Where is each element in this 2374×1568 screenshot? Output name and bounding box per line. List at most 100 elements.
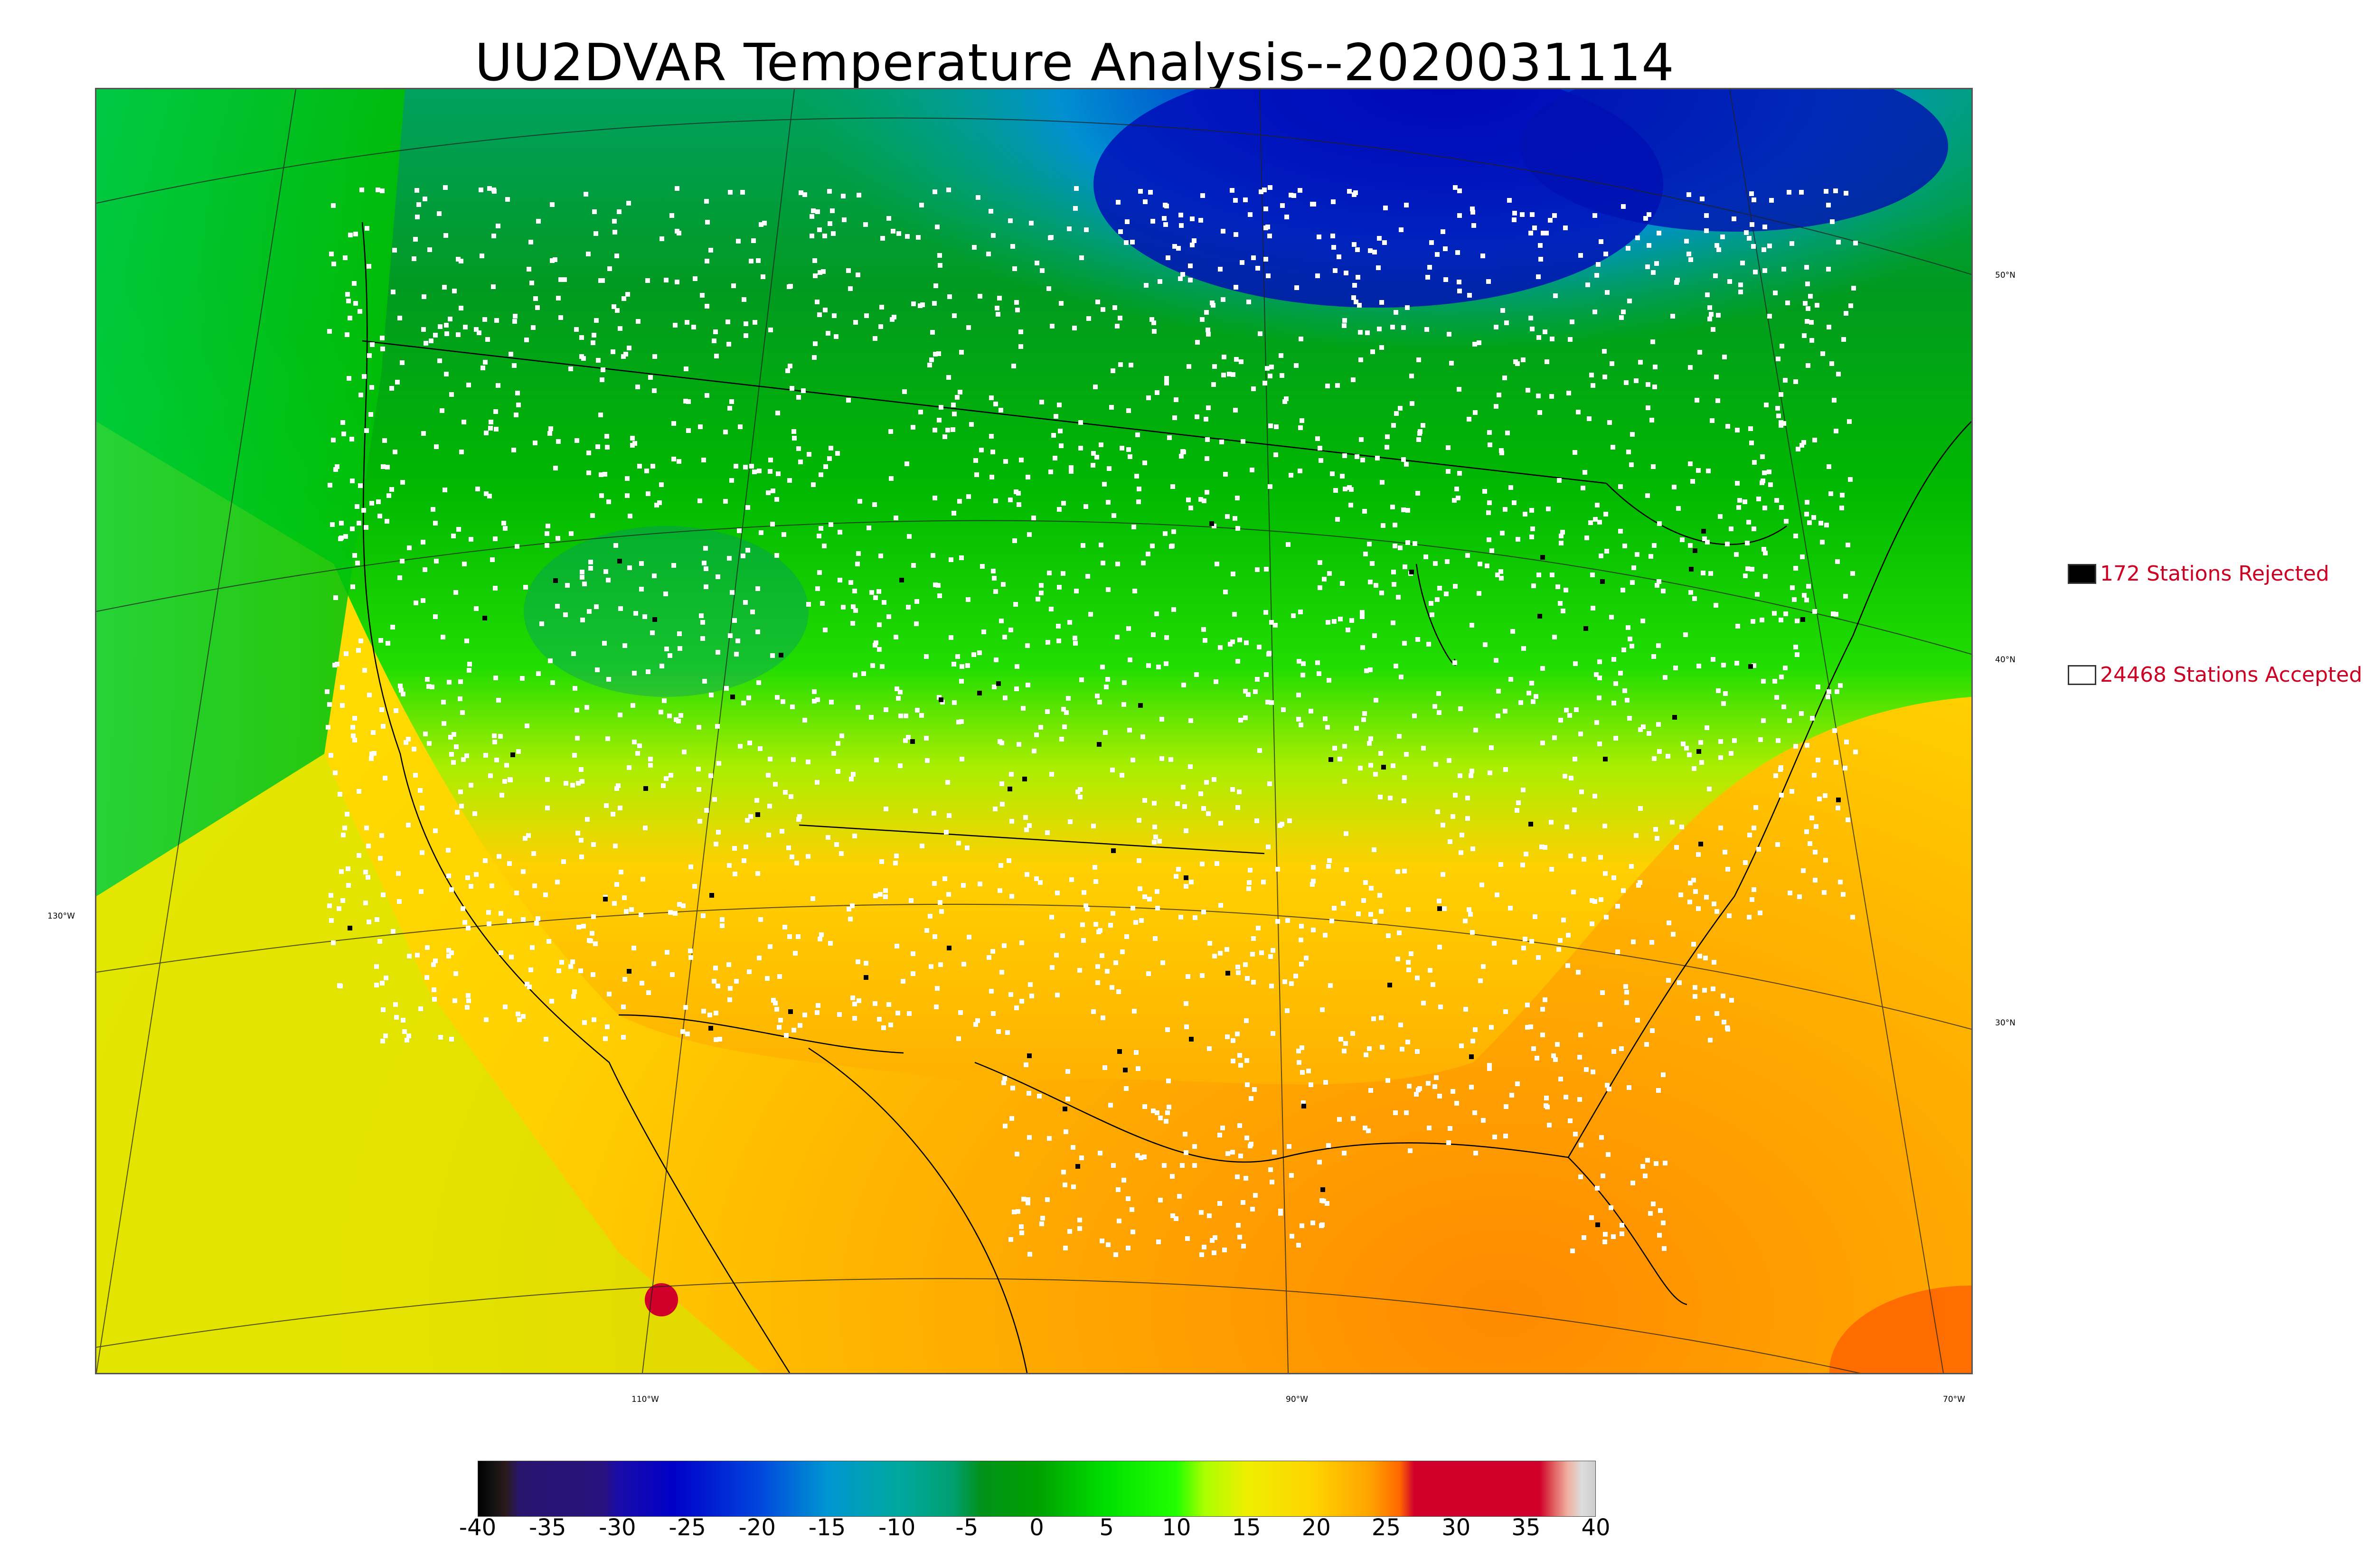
station-accepted-marker — [327, 903, 332, 908]
station-accepted-marker — [1649, 418, 1654, 423]
station-accepted-marker — [1561, 918, 1566, 922]
station-accepted-marker — [396, 871, 401, 876]
station-accepted-marker — [1368, 736, 1373, 741]
station-accepted-marker — [682, 750, 687, 754]
station-rejected-marker — [1696, 749, 1701, 754]
station-accepted-marker — [1761, 718, 1766, 723]
station-accepted-marker — [573, 686, 577, 691]
station-accepted-marker — [822, 234, 827, 238]
station-accepted-marker — [952, 700, 957, 705]
station-accepted-marker — [1658, 1208, 1663, 1213]
station-accepted-marker — [1494, 325, 1498, 329]
station-accepted-marker — [1284, 396, 1289, 401]
station-accepted-marker — [1452, 660, 1457, 665]
station-accepted-marker — [1458, 773, 1462, 778]
station-accepted-marker — [1607, 1087, 1611, 1091]
station-accepted-marker — [399, 688, 404, 693]
station-accepted-marker — [1155, 889, 1159, 894]
station-accepted-marker — [1808, 294, 1813, 299]
station-accepted-marker — [1421, 746, 1426, 751]
station-accepted-marker — [1688, 543, 1693, 548]
station-accepted-marker — [1696, 906, 1701, 911]
station-accepted-marker — [715, 724, 720, 729]
station-accepted-marker — [499, 793, 504, 798]
station-accepted-marker — [523, 585, 528, 590]
station-accepted-marker — [823, 308, 828, 312]
station-accepted-marker — [1050, 965, 1055, 970]
station-accepted-marker — [727, 863, 732, 868]
station-accepted-marker — [1207, 1046, 1212, 1051]
station-accepted-marker — [1379, 1015, 1384, 1020]
station-accepted-marker — [780, 829, 784, 834]
station-accepted-marker — [1019, 940, 1024, 945]
station-accepted-marker — [1536, 394, 1541, 398]
station-accepted-marker — [999, 863, 1003, 868]
station-accepted-marker — [406, 737, 411, 742]
station-accepted-marker — [1591, 1070, 1595, 1074]
station-accepted-marker — [1379, 591, 1384, 595]
station-accepted-marker — [1091, 1009, 1096, 1014]
station-accepted-marker — [737, 528, 742, 533]
station-accepted-marker — [492, 740, 497, 744]
station-accepted-marker — [605, 736, 610, 741]
station-accepted-marker — [1135, 1153, 1140, 1158]
station-accepted-marker — [390, 625, 395, 629]
station-accepted-marker — [1740, 261, 1745, 265]
station-accepted-marker — [1215, 562, 1219, 566]
station-accepted-marker — [783, 790, 788, 795]
station-accepted-marker — [937, 593, 942, 598]
station-accepted-marker — [1751, 244, 1756, 249]
station-accepted-marker — [1061, 1170, 1066, 1174]
station-accepted-marker — [1775, 406, 1780, 411]
station-accepted-marker — [856, 959, 860, 964]
station-accepted-marker — [1046, 640, 1050, 645]
station-accepted-marker — [1590, 573, 1595, 577]
station-accepted-marker — [563, 612, 568, 617]
station-accepted-marker — [1157, 839, 1162, 844]
station-accepted-marker — [643, 826, 648, 830]
station-accepted-marker — [1110, 985, 1114, 990]
station-accepted-marker — [1130, 906, 1135, 911]
station-accepted-marker — [1761, 679, 1766, 684]
station-accepted-marker — [1470, 623, 1474, 628]
station-accepted-marker — [946, 375, 951, 380]
station-accepted-marker — [1117, 1219, 1121, 1223]
station-accepted-marker — [1121, 1178, 1126, 1183]
station-accepted-marker — [1804, 829, 1809, 834]
station-accepted-marker — [1163, 222, 1168, 227]
station-accepted-marker — [1802, 593, 1807, 598]
station-accepted-marker — [1547, 1123, 1552, 1127]
station-accepted-marker — [1790, 585, 1795, 590]
station-accepted-marker — [1408, 1148, 1413, 1153]
station-accepted-marker — [909, 898, 914, 903]
station-accepted-marker — [1146, 971, 1151, 976]
station-accepted-marker — [412, 747, 416, 751]
station-accepted-marker — [1426, 642, 1431, 647]
station-accepted-marker — [949, 557, 953, 562]
station-accepted-marker — [431, 507, 435, 512]
station-accepted-marker — [1130, 1207, 1134, 1212]
station-accepted-marker — [705, 304, 709, 309]
station-accepted-marker — [1578, 1174, 1583, 1179]
station-accepted-marker — [1470, 210, 1475, 215]
station-accepted-marker — [1008, 992, 1013, 997]
station-accepted-marker — [632, 441, 637, 446]
station-accepted-marker — [1636, 883, 1641, 888]
station-accepted-marker — [937, 253, 942, 258]
station-accepted-marker — [777, 1025, 782, 1030]
station-accepted-marker — [443, 488, 447, 492]
station-accepted-marker — [1684, 746, 1689, 751]
station-accepted-marker — [989, 434, 994, 439]
station-accepted-marker — [1110, 768, 1115, 772]
station-accepted-marker — [1647, 243, 1651, 248]
station-accepted-marker — [553, 466, 558, 470]
station-accepted-marker — [1792, 597, 1797, 602]
station-accepted-marker — [1620, 1223, 1624, 1228]
station-accepted-marker — [1109, 405, 1114, 410]
station-accepted-marker — [1810, 716, 1815, 721]
station-accepted-marker — [1181, 785, 1186, 789]
station-accepted-marker — [331, 262, 336, 266]
station-accepted-marker — [714, 354, 719, 358]
station-accepted-marker — [1340, 581, 1345, 586]
station-accepted-marker — [1412, 714, 1417, 718]
